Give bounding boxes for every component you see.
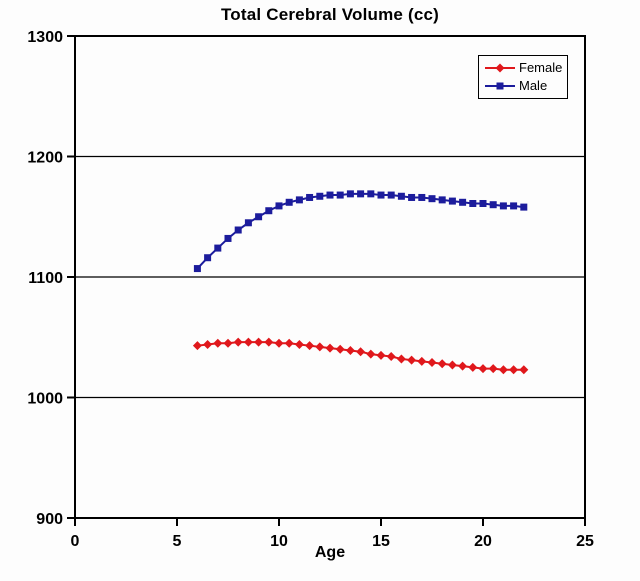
legend-box: Female Male [478,55,568,99]
data-point-male [520,203,528,211]
data-point-female [223,338,233,348]
y-tick-label: 1300 [27,29,63,46]
data-point-female [356,347,366,357]
data-point-female [427,358,437,368]
data-point-male [367,190,375,198]
data-point-female [233,337,243,347]
data-point-male [459,198,467,206]
data-point-female [325,343,335,353]
data-point-male [204,254,212,262]
data-point-female [458,361,468,371]
data-point-male [499,202,507,210]
data-point-female [254,337,264,347]
data-point-male [224,234,232,242]
data-point-male [428,195,436,203]
data-point-female [203,339,213,349]
female-line-marker-icon [485,63,515,73]
data-point-female [335,344,345,354]
data-point-female [213,338,223,348]
data-point-female [294,339,304,349]
data-point-female [366,349,376,359]
legend-label-female: Female [519,60,563,75]
data-point-male [244,219,252,227]
data-point-male [336,191,344,199]
legend-label-male: Male [519,78,548,93]
male-line-marker-icon [485,82,515,90]
data-point-male [255,213,263,221]
data-point-female [447,360,457,370]
data-point-male [214,244,222,252]
data-point-male [397,192,405,200]
data-point-female [437,359,447,369]
data-point-female [345,346,355,356]
x-tick-label: 5 [173,533,182,550]
y-tick-label: 1000 [27,391,63,408]
data-point-female [509,365,519,375]
data-point-female [396,354,406,364]
data-point-male [316,192,324,200]
data-point-female [417,356,427,366]
data-point-male [275,202,283,210]
data-point-male [265,207,273,215]
data-point-female [488,364,498,374]
x-tick-label: 0 [71,533,80,550]
data-point-female [243,337,253,347]
data-point-female [376,350,386,360]
data-point-male [357,190,365,198]
data-point-male [387,191,395,199]
data-point-male [489,201,497,209]
y-tick-label: 1100 [28,270,63,287]
data-point-male [377,191,385,199]
x-tick-label: 25 [576,533,594,550]
data-point-male [285,198,293,206]
data-point-female [315,342,325,352]
data-point-male [326,191,334,199]
data-point-female [192,341,202,351]
data-point-male [438,196,446,204]
data-point-female [478,364,488,374]
x-tick-label: 15 [372,533,390,550]
data-point-female [519,365,529,375]
data-point-male [448,197,456,205]
x-tick-label: 20 [474,533,492,550]
legend-item-male: Male [483,77,561,95]
data-point-female [284,338,294,348]
data-point-female [274,338,284,348]
data-point-male [408,193,416,201]
data-point-female [305,341,315,351]
data-point-male [479,199,487,207]
data-point-female [498,365,508,375]
legend-item-female: Female [483,59,563,77]
data-point-female [407,355,417,365]
data-point-male [496,82,504,90]
data-point-female [264,337,274,347]
y-tick-label: 900 [36,511,63,528]
y-tick-label: 1200 [27,150,63,167]
data-point-male [510,202,518,210]
data-point-male [234,226,242,234]
data-point-female [468,362,478,372]
chart-title: Total Cerebral Volume (cc) [220,5,440,24]
data-point-male [306,193,314,201]
data-point-female [495,63,505,73]
data-point-male [193,265,201,273]
data-point-male [295,196,303,204]
data-point-male [346,190,354,198]
data-point-male [469,199,477,207]
x-axis-title: Age [314,544,346,561]
data-point-male [418,193,426,201]
x-tick-label: 10 [270,533,288,550]
data-point-female [386,352,396,362]
